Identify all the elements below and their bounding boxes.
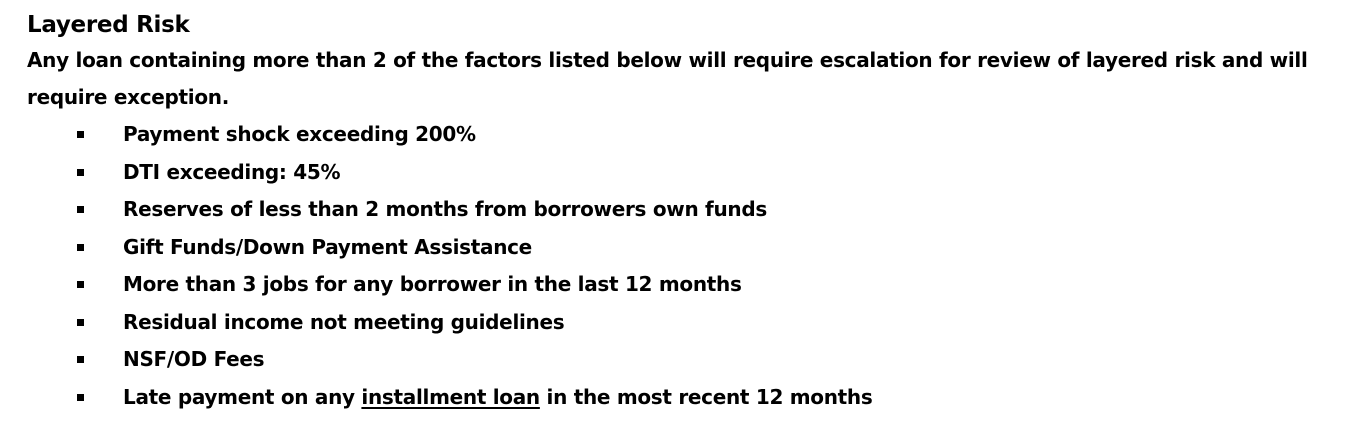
list-item: More than 3 jobs for any borrower in the… xyxy=(27,266,1347,304)
square-bullet-icon xyxy=(77,356,84,363)
intro-paragraph: Any loan containing more than 2 of the f… xyxy=(27,48,1308,109)
square-bullet-icon xyxy=(77,131,84,138)
factor-text: More than 3 jobs for any borrower in the… xyxy=(123,272,742,296)
square-bullet-icon xyxy=(77,393,84,401)
section-title: Layered Risk xyxy=(27,12,190,38)
factor-text: NSF/OD Fees xyxy=(123,347,265,371)
list-item: Late payment on any installment loan in … xyxy=(27,379,1347,417)
list-item: Residual income not meeting guidelines xyxy=(27,304,1347,342)
factor-text: Residual income not meeting guidelines xyxy=(123,309,565,334)
factor-text-after: in the most recent 12 months xyxy=(539,384,873,409)
square-bullet-icon xyxy=(77,206,84,213)
list-item: DTI exceeding: 45% xyxy=(27,154,1347,192)
factor-text: Gift Funds/Down Payment Assistance xyxy=(123,234,532,259)
list-item: Reserves of less than 2 months from borr… xyxy=(27,191,1347,229)
square-bullet-icon xyxy=(77,243,84,251)
installment-loan-underlined: installment loan xyxy=(361,384,540,409)
square-bullet-icon xyxy=(77,168,84,176)
square-bullet-icon xyxy=(77,281,84,288)
factor-text: DTI exceeding: 45% xyxy=(123,159,341,184)
factor-text: Payment shock exceeding 200% xyxy=(123,122,476,146)
factor-text: Reserves of less than 2 months from borr… xyxy=(123,197,767,221)
square-bullet-icon xyxy=(77,318,84,326)
document: Layered Risk Any loan containing more th… xyxy=(27,8,1347,416)
factor-text-before: Late payment on any xyxy=(123,384,362,409)
risk-factor-list: Payment shock exceeding 200% DTI exceedi… xyxy=(27,116,1347,416)
list-item: Payment shock exceeding 200% xyxy=(27,116,1347,154)
list-item: Gift Funds/Down Payment Assistance xyxy=(27,229,1347,267)
factor-text: Late payment on any installment loan in … xyxy=(123,379,873,417)
list-item: NSF/OD Fees xyxy=(27,341,1347,379)
